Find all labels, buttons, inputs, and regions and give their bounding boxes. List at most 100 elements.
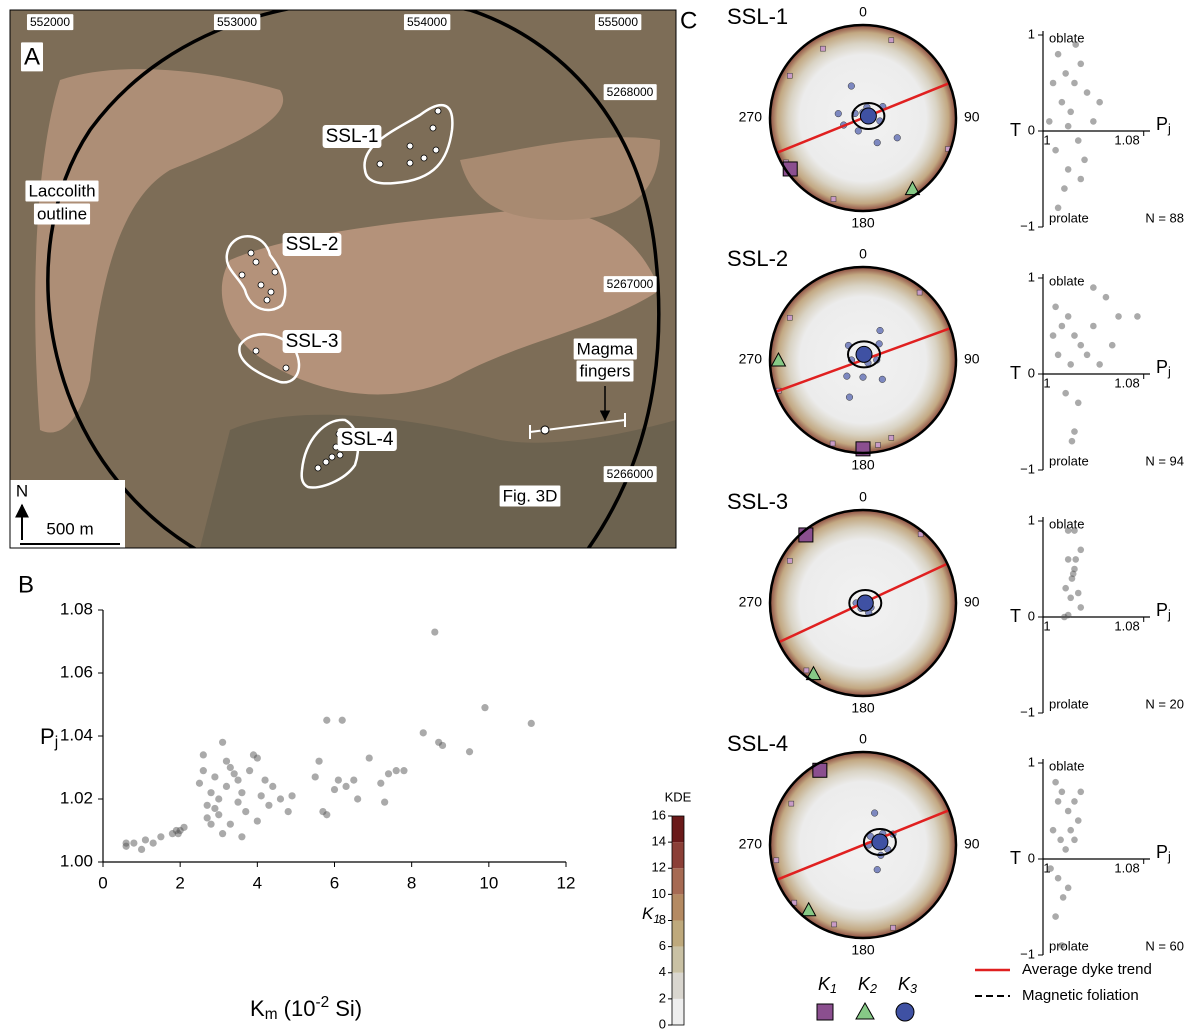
x-axis-label: Pj: [1156, 842, 1171, 865]
data-point: [350, 776, 358, 784]
x-tick-label: 12: [557, 873, 576, 892]
data-point: [1115, 313, 1122, 320]
data-point: [1062, 846, 1069, 853]
data-point: [265, 801, 273, 809]
data-point: [481, 704, 489, 712]
colorbar-tick-label: 4: [659, 964, 666, 979]
k3-axis: [859, 373, 867, 381]
data-point: [334, 776, 342, 784]
k1-axis: [829, 440, 836, 447]
y-axis-label: T: [1010, 363, 1021, 383]
stereonet-rim: [768, 265, 958, 455]
compass-label: 180: [851, 700, 875, 716]
x-axis-label-part: j: [1167, 608, 1171, 622]
data-point: [1058, 98, 1066, 106]
data-point: [1047, 865, 1054, 872]
data-point: [207, 789, 215, 797]
x-tick-label: 1: [1043, 132, 1050, 147]
map: 552000 553000 554000 555000 5268000 5267…: [10, 10, 676, 548]
data-point: [1064, 556, 1072, 563]
data-point: [238, 833, 246, 841]
scale-box: [10, 480, 125, 548]
data-point: [1067, 108, 1074, 116]
data-point: [1058, 788, 1066, 796]
data-point: [1071, 428, 1078, 435]
x-tick-label: 1: [1043, 618, 1050, 633]
legend-label-part: 2: [869, 982, 877, 996]
k1-axis: [773, 857, 780, 864]
outline-label: outline: [37, 204, 87, 223]
compass-label: 270: [739, 109, 763, 125]
data-point: [276, 795, 285, 803]
data-point: [1077, 788, 1085, 796]
data-point: [1077, 604, 1085, 611]
data-point: [1102, 293, 1110, 301]
x-axis-label-part: K: [250, 996, 265, 1021]
y-tick-label: 1.04: [60, 725, 93, 744]
data-point: [1074, 399, 1082, 407]
k1-axis: [888, 435, 895, 441]
data-point: [1052, 778, 1059, 786]
x-axis-label: Pj: [1156, 357, 1171, 380]
legend-label-part: 3: [910, 982, 917, 996]
k1-axis: [803, 667, 810, 674]
data-point: [269, 782, 277, 791]
data-point: [1069, 570, 1077, 578]
easting-label: 552000: [30, 15, 70, 29]
outline-label: Laccolith: [28, 181, 95, 200]
data-point: [1074, 817, 1082, 824]
y-axis-label-part: P: [40, 724, 55, 749]
data-point: [1077, 175, 1085, 183]
x-axis-label-part: m: [265, 1006, 278, 1023]
data-point: [384, 770, 393, 778]
data-point: [1071, 798, 1078, 805]
k1-axis: [831, 921, 837, 928]
y-tick-label: 1: [1028, 26, 1035, 41]
data-point: [1049, 332, 1057, 339]
x-axis-label: Pj: [1156, 114, 1171, 137]
k3-axis: [876, 326, 884, 335]
data-point: [1049, 79, 1057, 87]
stereonet-rim: [768, 508, 958, 698]
data-point: [365, 754, 373, 762]
data-point: [1059, 894, 1067, 901]
legend-label: K2: [858, 974, 877, 997]
data-point: [195, 779, 204, 787]
data-point: [137, 845, 146, 854]
label-box: [213, 14, 261, 31]
k1-axis: [820, 45, 826, 52]
y-axis-label: T: [1010, 606, 1021, 626]
easting-label: 554000: [407, 15, 447, 29]
data-point: [1068, 437, 1076, 445]
x-tick-label: 4: [253, 873, 262, 892]
x-axis-label-part: (10: [278, 996, 316, 1021]
colorbar-label-part: K: [642, 904, 654, 923]
k3-axis: [845, 393, 854, 401]
label-box: [20, 42, 44, 72]
compass-label: 0: [859, 731, 867, 747]
x-tick-label: 6: [330, 873, 339, 892]
data-point: [288, 792, 296, 800]
site-outline: [225, 235, 287, 312]
annotation: prolate: [1049, 453, 1089, 468]
y-tick-label: 0: [1028, 608, 1035, 623]
label-box: [603, 84, 657, 101]
fingers-label: fingers: [579, 361, 630, 380]
colorbar-tick-label: 12: [652, 860, 666, 875]
data-point: [141, 836, 150, 844]
legend-label: Magnetic foliation: [1022, 987, 1139, 1004]
k1-axis: [830, 196, 837, 202]
data-point: [180, 823, 188, 831]
legend-k1-marker: [816, 1003, 834, 1021]
colorbar-tick-label: 2: [659, 990, 666, 1005]
annotation: oblate: [1049, 758, 1084, 773]
y-axis-label: T: [1010, 848, 1021, 868]
x-axis-label-part: P: [1156, 114, 1168, 134]
colorbar-label-part: 1: [653, 912, 660, 926]
scale-label: 500 m: [46, 519, 93, 538]
k1-axis: [787, 314, 793, 321]
color-band: [672, 946, 684, 973]
x-tick-label: 10: [479, 873, 498, 892]
site-outline: [238, 333, 301, 384]
